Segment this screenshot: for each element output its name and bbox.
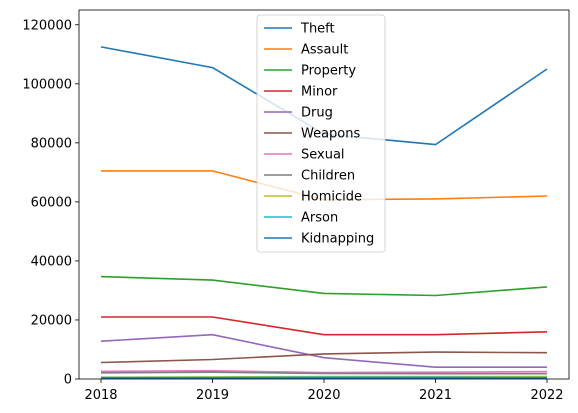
x-tick-label: 2018 [84, 388, 117, 403]
x-tick-label: 2021 [419, 388, 452, 403]
x-tick-label: 2020 [307, 388, 340, 403]
legend-box [256, 14, 386, 253]
x-tick-label: 2022 [530, 388, 563, 403]
series-line-minor [101, 316, 548, 336]
legend-label-theft: Theft [300, 22, 335, 37]
legend-label-arson: Arson [301, 211, 338, 226]
legend-label-homicide: Homicide [301, 190, 362, 205]
legend-label-minor: Minor [301, 85, 338, 100]
y-tick-label: 120000 [22, 18, 72, 33]
series-line-sexual [100, 369, 548, 374]
y-tick-label: 60000 [31, 195, 72, 210]
plot-frame [78, 9, 570, 380]
legend-label-children: Children [301, 169, 355, 184]
y-tick-label: 20000 [31, 313, 72, 328]
y-tick-label: 40000 [31, 254, 72, 269]
series-line-children [100, 371, 547, 375]
legend-label-property: Property [301, 64, 356, 79]
legend-label-drug: Drug [301, 106, 333, 121]
legend-label-assault: Assault [301, 43, 348, 58]
series-line-weapons [100, 351, 548, 364]
x-axis: 2018 2019 2020 2021 2022 [84, 379, 564, 403]
legend-label-weapons: Weapons [301, 127, 361, 142]
legend: Theft Assault Property Minor Drug Weapons Sexu… [256, 14, 386, 253]
x-tick-label: 2019 [196, 388, 229, 403]
legend-label-sexual: Sexual [301, 148, 345, 163]
y-tick-label: 100000 [22, 77, 72, 92]
y-tick-label: 80000 [31, 136, 72, 151]
y-axis: 0 20000 40000 60000 80000 100000 120000 [22, 18, 79, 388]
series-line-property [100, 275, 548, 297]
legend-label-kidnapping: Kidnapping [301, 232, 374, 247]
y-tick-label: 0 [64, 373, 72, 388]
series-line-drug [100, 333, 547, 369]
